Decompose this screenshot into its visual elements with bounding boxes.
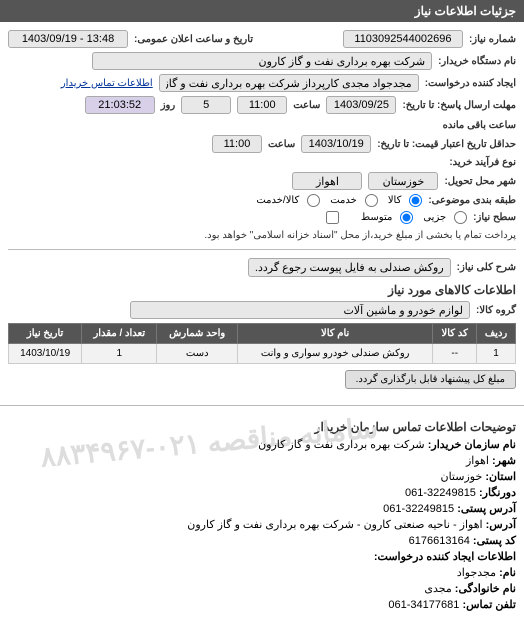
radio-service[interactable] [365, 194, 378, 207]
upload-button[interactable]: مبلغ کل پیشنهاد قابل بارگذاری گردد. [345, 370, 516, 389]
device-input[interactable] [92, 52, 432, 70]
subject-class-label: طبقه بندی موضوعی: [428, 195, 516, 206]
org-value: شرکت بهره برداری نفت و گاز کارون [258, 439, 425, 451]
td-row: 1 [477, 344, 516, 364]
delivery-city-input[interactable] [292, 172, 362, 190]
radio-minor[interactable] [454, 211, 467, 224]
city-value: اهواز [466, 455, 489, 467]
td-unit: دست [157, 344, 238, 364]
group-label: گروه کالا: [476, 305, 516, 316]
main-desc-label: شرح کلی نیاز: [457, 262, 516, 273]
fax-value: 32249815-061 [405, 487, 476, 499]
reply-time-input[interactable] [237, 96, 287, 114]
td-code: -- [433, 344, 477, 364]
th-qty: تعداد / مقدار [82, 324, 157, 344]
name-label: نام: [499, 567, 516, 579]
postal-addr-label: آدرس پستی: [457, 503, 516, 515]
need-no-label: شماره نیاز: [469, 34, 516, 45]
header-title: جزئیات اطلاعات نیاز [415, 4, 516, 18]
remain-time-input[interactable] [85, 96, 155, 114]
fax-label: دورنگار: [479, 487, 516, 499]
radio-both[interactable] [307, 194, 320, 207]
process-type-label: نوع فرآیند خرید: [449, 157, 516, 168]
radio-minor-label: جزیی [423, 212, 446, 223]
th-row: ردیف [477, 324, 516, 344]
th-unit: واحد شمارش [157, 324, 238, 344]
req-creator-label: اطلاعات ایجاد کننده درخواست: [374, 551, 516, 563]
postcode-value: 6176613164 [409, 535, 470, 547]
addr-label: آدرس: [486, 519, 516, 531]
page-header: جزئیات اطلاعات نیاز [0, 0, 524, 22]
delivery-city-label: شهر محل تحویل: [444, 176, 516, 187]
items-table: ردیف کد کالا نام کالا واحد شمارش تعداد /… [8, 323, 516, 364]
credit-date-input[interactable] [301, 135, 371, 153]
contact-section-title: توضیحات اطلاعات تماس سازمان خریدار [8, 420, 516, 434]
days-left-input[interactable] [181, 96, 231, 114]
form-area: شماره نیاز: تاریخ و ساعت اعلان عمومی: نا… [0, 22, 524, 397]
device-label: نام دستگاه خریدار: [438, 56, 516, 67]
payment-checkbox[interactable] [326, 211, 339, 224]
radio-medium-label: متوسط [361, 212, 392, 223]
remain-label: ساعت باقی مانده [443, 120, 516, 131]
radio-both-label: کالا/خدمت [256, 195, 299, 206]
time-label-1: ساعت [293, 100, 320, 111]
announce-input[interactable] [8, 30, 128, 48]
city-label: شهر: [492, 455, 516, 467]
credit-time-input[interactable] [212, 135, 262, 153]
th-date: تاریخ نیاز [9, 324, 82, 344]
td-qty: 1 [82, 344, 157, 364]
postcode-label: کد پستی: [473, 535, 516, 547]
contact-section: سامانه مناقصه ۰۲۱-۸۸۳۴۹۶۷ توضیحات اطلاعا… [0, 405, 524, 622]
radio-goods-label: کالا [388, 195, 402, 206]
th-code: کد کالا [433, 324, 477, 344]
need-no-input[interactable] [343, 30, 463, 48]
radio-medium[interactable] [400, 211, 413, 224]
divider-1 [8, 249, 516, 250]
family-label: نام خانوادگی: [455, 583, 516, 595]
buyer-info-link[interactable]: اطلاعات تماس خریدار [61, 78, 153, 89]
table-row[interactable]: 1 -- روکش صندلی خودرو سواری و وانت دست 1… [9, 344, 516, 364]
td-date: 1403/10/19 [9, 344, 82, 364]
province-label: استان: [485, 471, 516, 483]
td-name: روکش صندلی خودرو سواری و وانت [238, 344, 433, 364]
radio-service-label: خدمت [330, 195, 357, 206]
time-label-2: ساعت [268, 139, 295, 150]
family-value: مجدی [424, 583, 451, 595]
addr-value: اهواز - ناحیه صنعتی کارون - شرکت بهره بر… [187, 519, 482, 531]
payment-note: پرداخت تمام یا بخشی از مبلغ خرید،از محل … [204, 230, 516, 241]
radio-goods[interactable] [409, 194, 422, 207]
creator-label: ایجاد کننده درخواست: [425, 78, 516, 89]
th-name: نام کالا [238, 324, 433, 344]
creator-input[interactable] [159, 74, 419, 92]
reply-date-input[interactable] [326, 96, 396, 114]
group-input[interactable] [130, 301, 470, 319]
announce-label: تاریخ و ساعت اعلان عمومی: [134, 34, 253, 45]
table-header-row: ردیف کد کالا نام کالا واحد شمارش تعداد /… [9, 324, 516, 344]
level-label: سطح نیاز: [473, 212, 516, 223]
name-value: مجدجواد [457, 567, 496, 579]
delivery-province-input[interactable] [368, 172, 438, 190]
org-label: نام سازمان خریدار: [428, 439, 516, 451]
day-label: روز [161, 100, 176, 111]
reply-deadline-label: مهلت ارسال پاسخ: تا تاریخ: [402, 100, 516, 111]
phone-label: تلفن تماس: [462, 599, 516, 611]
items-section-title: اطلاعات کالاهای مورد نیاز [8, 283, 516, 297]
main-desc-value: روکش صندلی به فایل پیوست رجوع گردد. [248, 258, 451, 277]
postal-addr-value: 32249815-061 [383, 503, 454, 515]
credit-deadline-label: حداقل تاریخ اعتبار قیمت: تا تاریخ: [377, 139, 516, 150]
province-value: خوزستان [440, 471, 482, 483]
phone-value: 34177681-061 [388, 599, 459, 611]
